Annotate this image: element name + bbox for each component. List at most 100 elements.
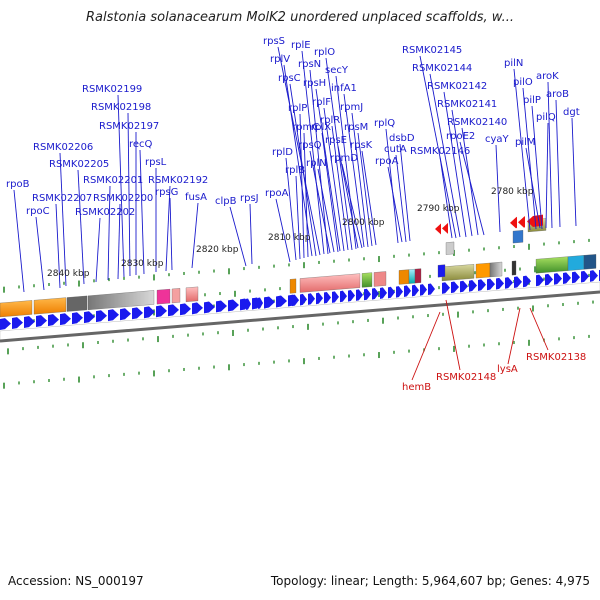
forward-gene-arrow xyxy=(36,315,47,328)
gene-label[interactable]: RSMK02142 xyxy=(427,81,487,92)
gene-label[interactable]: rpoC xyxy=(26,206,50,217)
gene-block xyxy=(512,230,524,244)
gene-label[interactable]: rplN xyxy=(306,158,327,169)
kbp-tick-label: 2810 kbp xyxy=(268,233,311,243)
gene-label[interactable]: rplP xyxy=(288,103,307,114)
forward-gene-arrow xyxy=(292,294,299,307)
gene-label[interactable]: rpsJ xyxy=(240,193,259,204)
gene-label[interactable]: RSMK02140 xyxy=(447,117,507,128)
label-leader-line xyxy=(507,307,521,365)
forward-gene-arrow xyxy=(442,282,450,294)
gene-label[interactable]: rpsS xyxy=(263,36,285,47)
forward-gene-arrow xyxy=(372,288,379,300)
gene-label[interactable]: RSMK02146 xyxy=(410,146,470,157)
forward-gene-arrow xyxy=(496,277,504,290)
gene-label[interactable]: rpsL xyxy=(145,157,167,168)
gene-label[interactable]: pilP xyxy=(523,95,541,106)
forward-gene-arrow xyxy=(572,271,580,284)
label-leader-line xyxy=(451,109,473,237)
reverse-gene-arrow xyxy=(518,216,525,228)
gene-label[interactable]: rpmD xyxy=(330,153,358,164)
gene-label[interactable]: hemB xyxy=(402,382,431,393)
label-leader-line xyxy=(351,112,369,248)
gene-label[interactable]: RSMK02145 xyxy=(402,45,462,56)
gene-label[interactable]: rplR xyxy=(320,115,340,126)
gene-label[interactable]: rplX xyxy=(311,122,331,133)
gene-label[interactable]: clpB xyxy=(215,196,237,207)
gene-blocks xyxy=(0,218,597,318)
gene-label[interactable]: lysA xyxy=(497,364,518,375)
gene-label[interactable]: rplQ xyxy=(374,118,395,129)
gene-block xyxy=(66,295,88,312)
gene-label[interactable]: RSMK02207 xyxy=(32,193,92,204)
gene-block xyxy=(33,297,67,315)
gene-label[interactable]: RSMK02138 xyxy=(526,352,586,363)
label-leader-line xyxy=(439,156,453,239)
forward-gene-arrow xyxy=(192,302,203,315)
gene-label[interactable]: cutA xyxy=(384,144,407,155)
gene-label[interactable]: rpoB xyxy=(6,179,30,190)
gene-label[interactable]: rplO xyxy=(314,47,335,58)
gene-label[interactable]: fusA xyxy=(185,192,207,203)
label-leader-line xyxy=(275,198,291,263)
forward-gene-arrow xyxy=(72,312,83,325)
label-leader-line xyxy=(191,202,199,269)
gene-label[interactable]: rpsG xyxy=(155,187,178,198)
gene-label[interactable]: rpmJ xyxy=(340,102,363,113)
gene-label[interactable]: RSMK02201 xyxy=(83,175,143,186)
gene-label[interactable]: RSMK02148 xyxy=(436,372,496,383)
gene-label[interactable]: dgt xyxy=(563,107,580,118)
gene-label[interactable]: RSMK02206 xyxy=(33,142,93,153)
gene-label[interactable]: cyaY xyxy=(485,134,510,145)
gene-label[interactable]: secY xyxy=(325,65,349,76)
gene-label[interactable]: dsbD xyxy=(389,133,415,144)
gene-label[interactable]: aroK xyxy=(536,71,559,82)
gene-label[interactable]: rplD xyxy=(272,147,293,158)
forward-gene-arrow xyxy=(252,298,257,310)
gene-label[interactable]: RSMK02197 xyxy=(99,121,159,132)
gene-label[interactable]: pilO xyxy=(513,77,533,88)
gene-label[interactable]: rpsE xyxy=(325,135,347,146)
gene-label[interactable]: rpmC xyxy=(292,122,319,133)
gene-label[interactable]: rpsQ xyxy=(298,140,322,151)
label-leader-line xyxy=(301,50,325,255)
gene-label[interactable]: rpoA xyxy=(265,188,289,199)
gene-label[interactable]: pilN xyxy=(504,58,523,69)
gene-block xyxy=(489,261,503,278)
gene-label[interactable]: RSMK02198 xyxy=(91,102,151,113)
gene-label[interactable]: rpoE2 xyxy=(446,131,475,142)
label-leader-line xyxy=(429,73,461,238)
forward-gene-arrow xyxy=(240,298,251,311)
label-leader-line xyxy=(387,166,403,243)
forward-gene-arrow xyxy=(554,273,562,285)
gene-label[interactable]: RSMK02202 xyxy=(75,207,135,218)
gene-label[interactable]: rpsC xyxy=(278,73,301,84)
gene-label[interactable]: rpsN xyxy=(298,59,321,70)
gene-label[interactable]: rpsM xyxy=(344,122,368,133)
gene-label[interactable]: RSMK02200 xyxy=(93,193,153,204)
gene-label[interactable]: rplV xyxy=(270,54,290,65)
forward-gene-arrow xyxy=(204,301,215,314)
label-leader-line xyxy=(249,203,253,265)
label-leader-line xyxy=(419,55,457,239)
gene-label[interactable]: aroB xyxy=(546,89,569,100)
gene-label[interactable]: RSMK02199 xyxy=(82,84,142,95)
label-leader-line xyxy=(139,149,145,275)
forward-gene-arrow xyxy=(60,313,71,326)
gene-label[interactable]: recQ xyxy=(129,139,153,150)
gene-arrows xyxy=(0,214,600,330)
gene-label[interactable]: RSMK02192 xyxy=(148,175,208,186)
gene-label[interactable]: rpsH xyxy=(303,78,326,89)
gene-label[interactable]: rplF xyxy=(312,97,331,108)
gene-label[interactable]: pilM xyxy=(515,137,536,148)
gene-label[interactable]: infA1 xyxy=(331,83,357,94)
gene-label[interactable]: rplE xyxy=(291,40,311,51)
gene-label[interactable]: RSMK02141 xyxy=(437,99,497,110)
gene-label[interactable]: pilQ xyxy=(536,112,556,123)
gene-label[interactable]: RSMK02144 xyxy=(412,63,472,74)
gene-label[interactable]: rplB xyxy=(285,165,305,176)
gene-label[interactable]: rpsK xyxy=(350,140,373,151)
gene-label[interactable]: rpoA xyxy=(375,156,399,167)
gene-label[interactable]: RSMK02205 xyxy=(49,159,109,170)
